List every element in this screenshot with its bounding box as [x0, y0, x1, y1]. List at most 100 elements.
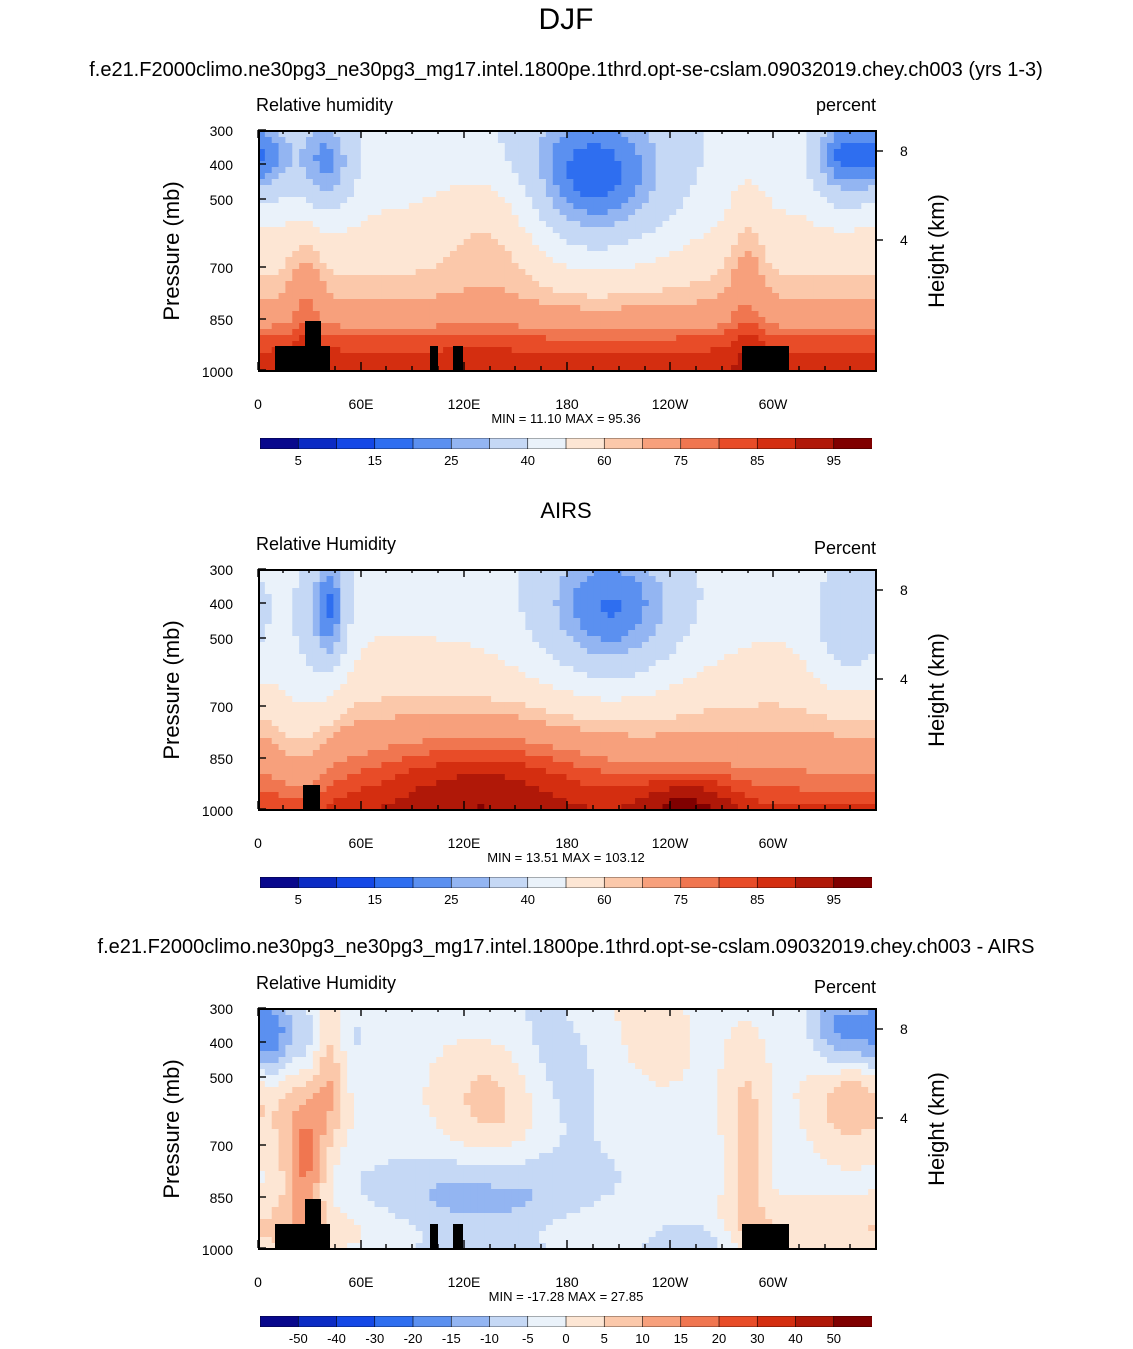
heatmap-cell — [600, 251, 609, 258]
heatmap-cell — [751, 588, 760, 595]
heatmap-cell — [813, 359, 821, 366]
heatmap-cell — [614, 197, 622, 204]
heatmap-cell — [655, 353, 664, 360]
heatmap-cell — [449, 588, 458, 595]
heatmap-cell — [737, 642, 746, 649]
heatmap-cell — [539, 131, 547, 138]
heatmap-cell — [765, 341, 773, 348]
heatmap-cell — [258, 161, 266, 168]
heatmap-cell — [648, 636, 657, 643]
heatmap-cell — [545, 161, 554, 168]
heatmap-cell — [401, 576, 410, 583]
heatmap-cell — [737, 131, 746, 138]
heatmap-cell — [429, 191, 437, 198]
heatmap-cell — [360, 359, 369, 366]
heatmap-cell — [388, 179, 396, 186]
heatmap-cell — [641, 588, 650, 595]
heatmap-cell — [621, 221, 629, 228]
heatmap-cell — [806, 299, 814, 306]
heatmap-cell — [353, 341, 362, 348]
heatmap-cell — [854, 347, 862, 354]
heatmap-cell — [559, 161, 568, 168]
heatmap-cell — [587, 215, 595, 222]
heatmap-cell — [518, 245, 526, 252]
heatmap-cell — [312, 191, 321, 198]
heatmap-cell — [696, 341, 705, 348]
heatmap-cell — [319, 636, 328, 643]
heatmap-cell — [785, 245, 794, 252]
heatmap-cell — [285, 323, 293, 330]
heatmap-cell — [628, 642, 636, 649]
heatmap-cell — [792, 233, 801, 240]
heatmap-cell — [621, 287, 629, 294]
heatmap-cell — [833, 191, 842, 198]
heatmap-cell — [689, 323, 698, 330]
heatmap-cell — [635, 131, 643, 138]
heatmap-cell — [600, 347, 609, 354]
heatmap-cell — [347, 263, 355, 270]
heatmap-cell — [635, 287, 643, 294]
heatmap-cell — [847, 600, 856, 607]
heatmap-cell — [840, 582, 849, 589]
heatmap-cell — [614, 600, 622, 607]
heatmap-cell — [833, 353, 842, 360]
heatmap-cell — [868, 359, 875, 366]
heatmap-cell — [669, 251, 677, 258]
heatmap-cell — [395, 353, 403, 360]
heatmap-cell — [504, 293, 513, 300]
heatmap-cell — [470, 251, 478, 258]
heatmap-cell — [319, 203, 328, 210]
heatmap-cell — [744, 179, 753, 186]
heatmap-cell — [641, 359, 650, 366]
heatmap-cell — [785, 239, 794, 246]
heatmap-cell — [285, 570, 293, 577]
heatmap-cell — [573, 233, 581, 240]
heatmap-cell — [395, 365, 403, 371]
heatmap-cell — [491, 167, 499, 174]
heatmap-cell — [504, 281, 513, 288]
heatmap-cell — [744, 648, 753, 655]
heatmap-cell — [497, 299, 506, 306]
heatmap-cell — [518, 131, 526, 138]
heatmap-cell — [408, 365, 417, 371]
heatmap-cell — [655, 347, 664, 354]
heatmap-cell — [559, 275, 568, 282]
heatmap-cell — [779, 191, 787, 198]
heatmap-cell — [401, 624, 410, 631]
heatmap-cell — [292, 209, 300, 216]
heatmap-cell — [847, 588, 856, 595]
heatmap-cell — [326, 185, 335, 192]
heatmap-cell — [566, 179, 574, 186]
heatmap-cell — [333, 197, 341, 204]
heatmap-cell — [744, 642, 753, 649]
heatmap-cell — [607, 293, 616, 300]
heatmap-cell — [518, 215, 526, 222]
heatmap-cell — [388, 642, 396, 649]
heatmap-cell — [319, 281, 328, 288]
heatmap-cell — [799, 335, 808, 342]
heatmap-cell — [820, 167, 828, 174]
heatmap-cell — [532, 347, 540, 354]
heatmap-cell — [833, 311, 842, 318]
heatmap-cell — [696, 648, 705, 655]
heatmap-cell — [689, 131, 698, 138]
heatmap-cell — [408, 191, 417, 198]
heatmap-cell — [353, 359, 362, 366]
heatmap-cell — [621, 161, 629, 168]
heatmap-cell — [388, 245, 396, 252]
heatmap-cell — [299, 155, 307, 162]
heatmap-cell — [312, 251, 321, 258]
heatmap-cell — [511, 209, 520, 216]
heatmap-cell — [820, 149, 828, 156]
heatmap-cell — [449, 203, 458, 210]
heatmap-cell — [292, 341, 300, 348]
heatmap-cell — [600, 137, 609, 144]
heatmap-cell — [827, 131, 835, 138]
heatmap-cell — [484, 203, 492, 210]
heatmap-cell — [299, 311, 307, 318]
heatmap-cell — [683, 576, 691, 583]
heatmap-cell — [683, 570, 691, 577]
heatmap-cell — [511, 630, 520, 637]
heatmap-cell — [381, 359, 389, 366]
heatmap-cell — [806, 582, 814, 589]
